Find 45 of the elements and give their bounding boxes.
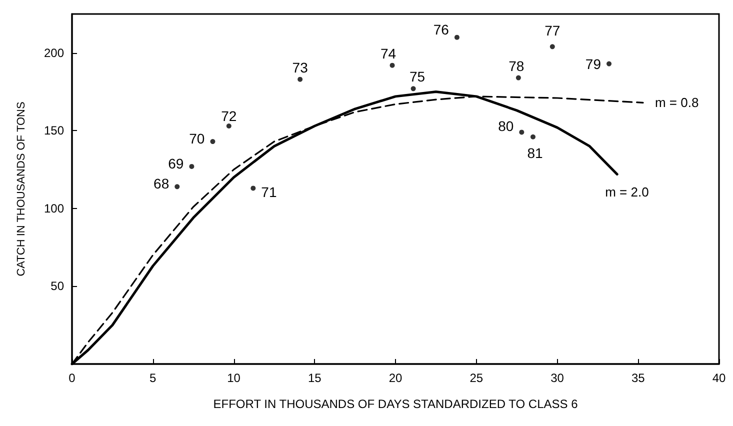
point	[606, 61, 612, 66]
point	[174, 184, 180, 190]
y-tick-label: 200	[44, 46, 64, 60]
point	[250, 186, 256, 191]
series-label: m = 0.8	[654, 95, 699, 110]
annotation: 70	[189, 130, 205, 147]
x-tick-label: 35	[631, 371, 646, 385]
annotation: 71	[261, 184, 277, 200]
point	[516, 75, 521, 80]
x-tick-label: 30	[550, 371, 564, 385]
point	[519, 130, 524, 135]
annotation: 73	[292, 59, 308, 76]
annotation: 77	[544, 22, 560, 39]
x-tick-label: 20	[388, 371, 402, 385]
annotation: 68	[154, 176, 170, 192]
y-tick-label: 150	[44, 124, 64, 138]
annotation: 69	[168, 155, 184, 172]
x-tick-label: 0	[68, 371, 76, 385]
point	[390, 62, 395, 68]
annotation: 75	[410, 68, 426, 85]
annotation: 81	[527, 144, 543, 161]
point	[550, 44, 555, 50]
x-tick-label: 10	[227, 371, 241, 385]
x-tick-label: 15	[308, 371, 322, 385]
annotation: 80	[498, 118, 514, 134]
point	[189, 164, 194, 169]
point	[210, 139, 216, 144]
y-axis-title: CATCH IN THOUSANDS OF TONS	[16, 102, 28, 276]
y-tick-label: 50	[50, 279, 64, 294]
x-axis-title: EFFORT IN THOUSANDS OF DAYS STANDARDIZED TO CLASS 6	[213, 397, 578, 411]
point	[298, 76, 303, 82]
y-tick-label: 100	[44, 201, 64, 216]
point	[410, 86, 416, 92]
point	[226, 124, 232, 128]
annotation: 78	[508, 58, 524, 74]
annotation: 76	[433, 21, 450, 38]
series-label: m = 2.0	[605, 184, 649, 200]
x-tick-label: 5	[150, 371, 157, 385]
point	[454, 34, 460, 40]
annotation: 72	[221, 108, 237, 124]
annotation: 74	[380, 45, 396, 62]
x-tick-label: 25	[470, 371, 484, 385]
point	[530, 134, 536, 140]
annotation: 79	[585, 56, 602, 72]
x-tick-label: 40	[712, 371, 726, 385]
